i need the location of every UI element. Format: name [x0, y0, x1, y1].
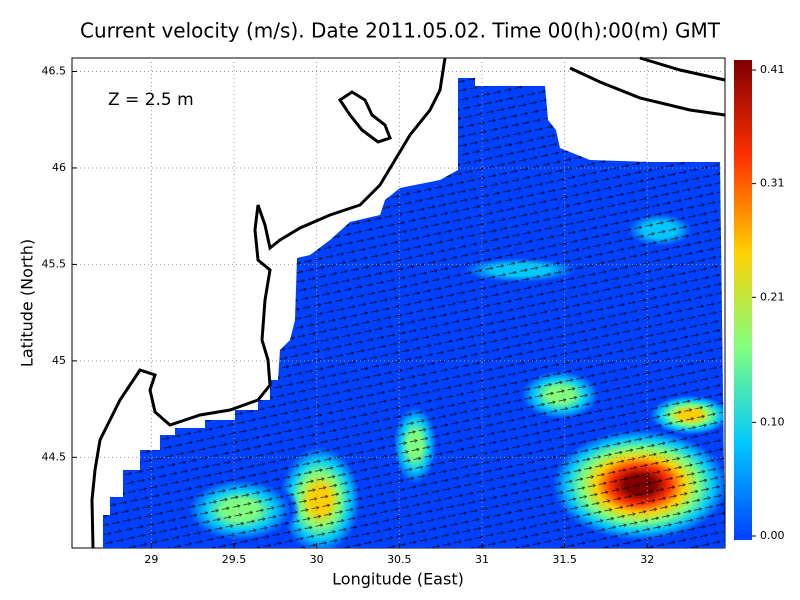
y-tick-label: 45.5	[42, 257, 67, 270]
x-tick-label: 31	[475, 553, 489, 566]
chart-title: Current velocity (m/s). Date 2011.05.02.…	[80, 19, 721, 43]
colorbar-tick-label: 0.21	[760, 290, 785, 303]
y-tick-label: 46.5	[42, 65, 67, 78]
y-tick-label: 44.5	[42, 450, 67, 463]
x-axis-label: Longitude (East)	[332, 570, 464, 589]
colorbar-tick-label: 0.41	[760, 63, 785, 76]
colorbar-tick-label: 0.10	[760, 415, 785, 428]
colorbar	[734, 60, 752, 540]
y-tick-label: 45	[52, 354, 66, 367]
x-tick-label: 31.5	[552, 553, 577, 566]
x-tick-label: 29.5	[222, 553, 247, 566]
colorbar-tick-label: 0.31	[760, 177, 785, 190]
x-tick-label: 30.5	[387, 553, 412, 566]
x-tick-label: 29	[144, 553, 158, 566]
colorbar-tick-label: 0.00	[760, 529, 785, 542]
coastline	[90, 56, 726, 549]
x-tick-label: 30	[310, 553, 324, 566]
y-axis-label: Latitude (North)	[18, 239, 37, 367]
x-tick-label: 32	[640, 553, 654, 566]
depth-annotation: Z = 2.5 m	[108, 90, 194, 110]
y-tick-label: 46	[52, 161, 66, 174]
